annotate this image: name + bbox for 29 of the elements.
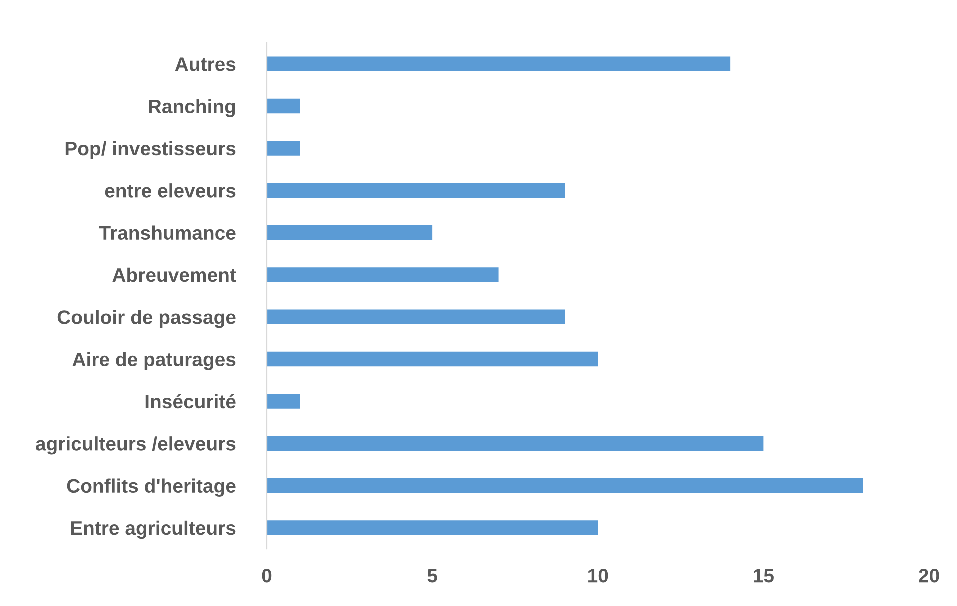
y-tick-label: Pop/ investisseurs [66,141,236,160]
y-tick-label: Conflits d'heritage [67,478,236,497]
y-tick-label: Ranching [149,99,236,118]
bar [267,394,300,409]
bar [267,352,598,367]
x-tick-label: 20 [919,568,940,583]
y-tick-label: Aire de paturages [72,352,236,370]
y-tick-label: Transhumance [99,226,236,240]
bar [267,183,566,198]
y-tick-label: Insécurité [146,394,236,409]
bar [267,56,731,72]
bar [267,520,598,536]
y-tick-label: Autres [175,58,236,72]
bar [267,310,566,324]
y-tick-label: agriculteurs /eleveurs [36,436,236,455]
bar [267,436,764,451]
bar [267,478,864,494]
bar [267,225,433,240]
x-tick-label: 5 [428,569,438,583]
y-tick-label: Couloir de passage [58,310,236,328]
x-tick-label: 10 [588,568,608,583]
y-tick-label: Abreuvement [112,268,236,282]
bar [267,141,300,156]
y-tick-label: Entre agriculteurs [71,520,236,540]
bar [267,98,300,114]
x-tick-label: 0 [262,568,272,583]
x-tick-label: 15 [754,569,774,583]
y-tick-label: entre eleveurs [105,184,236,198]
bar [267,268,499,282]
